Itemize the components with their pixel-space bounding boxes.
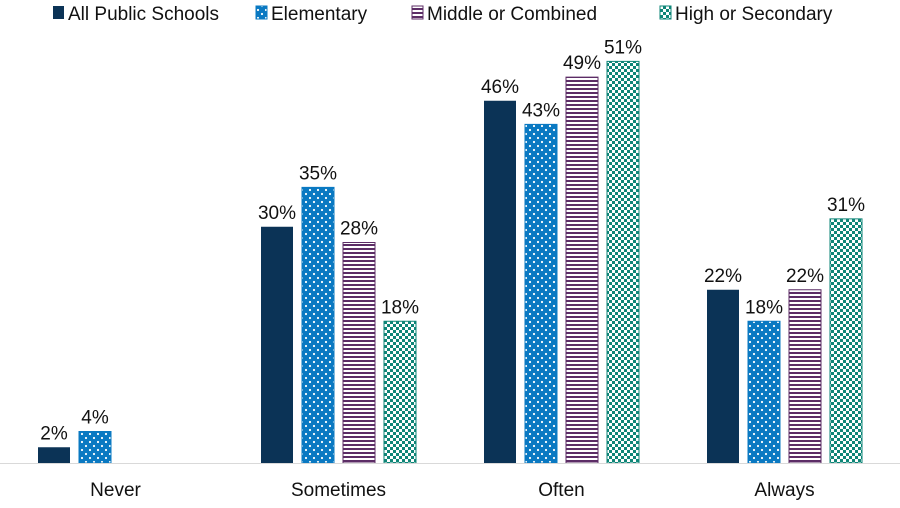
bar-often-elementary [524, 123, 558, 464]
x-axis-tick-labels: Never Sometimes Often Always [90, 480, 814, 501]
data-label-always-high-or-secondary: 31% [827, 195, 865, 216]
data-labels: 2%4%30%35%28%18%46%43%49%51%22%18%22%31% [40, 37, 865, 444]
legend-swatch-high-or-secondary [659, 5, 672, 20]
legend-item-all-public-schools: All Public Schools [53, 4, 219, 25]
bar-often-middle-or-combined [565, 76, 599, 464]
legend-label-elementary: Elementary [271, 4, 368, 25]
data-label-sometimes-elementary: 35% [299, 163, 337, 184]
x-tick-label-never: Never [90, 480, 141, 501]
legend: All Public Schools Elementary Middle or Co… [53, 4, 833, 25]
bar-never-all-public-schools [38, 447, 70, 463]
data-label-often-high-or-secondary: 51% [604, 37, 642, 58]
bar-sometimes-middle-or-combined [342, 242, 376, 464]
bar-always-all-public-schools [707, 289, 739, 463]
x-tick-label-sometimes: Sometimes [291, 480, 386, 501]
legend-item-high-or-secondary: High or Secondary [659, 4, 833, 25]
data-label-never-elementary: 4% [81, 408, 109, 429]
x-tick-label-often: Often [538, 480, 584, 501]
legend-item-middle-or-combined: Middle or Combined [411, 4, 597, 25]
bar-never-elementary [78, 431, 112, 464]
bar-often-all-public-schools [484, 100, 516, 463]
data-label-often-all-public-schools: 46% [481, 77, 519, 98]
data-label-sometimes-high-or-secondary: 18% [381, 297, 419, 318]
legend-swatch-middle-or-combined [411, 5, 424, 20]
legend-label-all-public-schools: All Public Schools [68, 4, 219, 25]
bar-sometimes-elementary [301, 186, 335, 464]
bar-always-elementary [747, 320, 781, 464]
legend-label-high-or-secondary: High or Secondary [675, 4, 833, 25]
legend-label-middle-or-combined: Middle or Combined [427, 4, 597, 25]
legend-swatch-all-public-schools [53, 6, 64, 19]
legend-item-elementary: Elementary [255, 4, 368, 25]
bar-sometimes-all-public-schools [261, 226, 293, 463]
data-label-often-elementary: 43% [522, 100, 560, 121]
legend-swatch-elementary [255, 5, 268, 20]
data-label-never-all-public-schools: 2% [40, 423, 68, 444]
data-label-sometimes-all-public-schools: 30% [258, 203, 296, 224]
data-label-always-all-public-schools: 22% [704, 266, 742, 287]
bars [38, 60, 863, 464]
data-label-always-middle-or-combined: 22% [786, 266, 824, 287]
data-label-sometimes-middle-or-combined: 28% [340, 219, 378, 240]
bar-always-middle-or-combined [788, 289, 822, 464]
bar-sometimes-high-or-secondary [383, 320, 417, 464]
bar-always-high-or-secondary [829, 218, 863, 464]
bar-often-high-or-secondary [606, 60, 640, 464]
x-tick-label-always: Always [754, 480, 814, 501]
data-label-always-elementary: 18% [745, 297, 783, 318]
data-label-often-middle-or-combined: 49% [563, 53, 601, 74]
